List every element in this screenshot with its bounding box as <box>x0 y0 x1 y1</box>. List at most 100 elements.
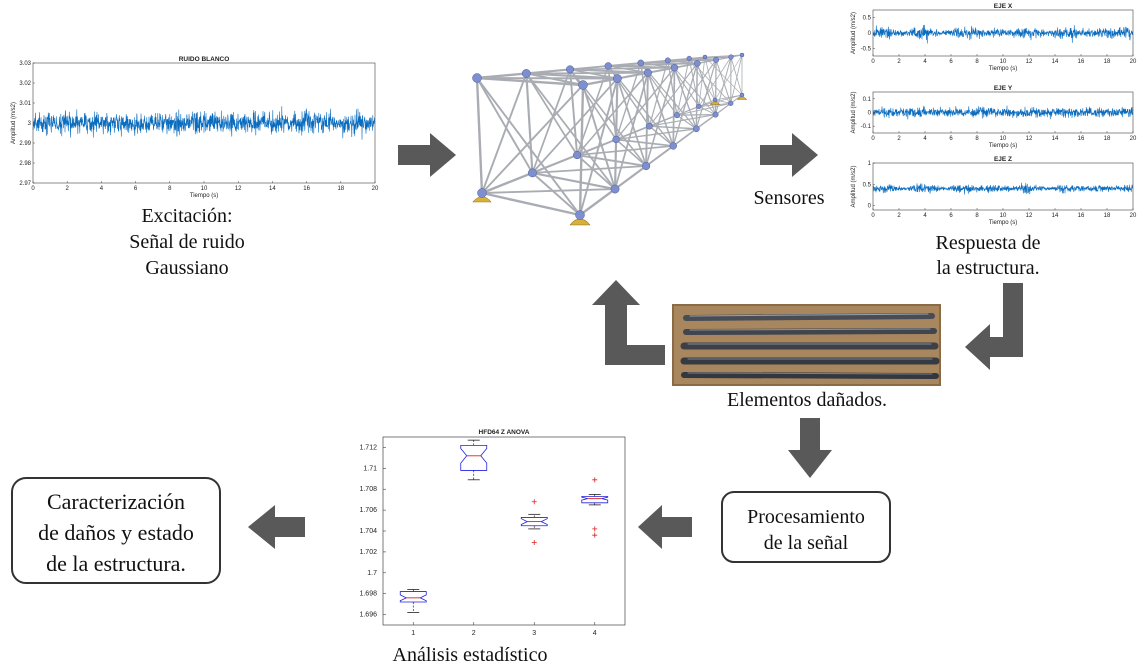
truss-bar <box>667 60 678 116</box>
caption: Análisis estadístico <box>393 644 548 666</box>
truss-bar <box>615 138 647 167</box>
truss-bar <box>531 172 581 216</box>
x-tick-label: 10 <box>201 186 208 192</box>
y-tick-label: -0.5 <box>861 46 872 52</box>
truss-bar <box>582 77 618 87</box>
truss-bar <box>526 72 584 86</box>
truss-bar <box>616 78 647 167</box>
truss-bar <box>615 67 676 140</box>
plot-title: HFD64 Z ANOVA <box>479 429 530 436</box>
y-axis-label: Amplitud (m/s2) <box>11 102 17 144</box>
truss-bar <box>531 69 571 174</box>
x-tick-label: 3 <box>532 630 536 637</box>
x-tick-label: 2 <box>897 59 901 65</box>
x-tick-label: 0 <box>871 59 875 65</box>
x-tick-label: 14 <box>1052 136 1059 142</box>
truss-node <box>669 142 677 150</box>
truss-bar <box>714 99 731 104</box>
y-tick-label: 0 <box>868 111 872 117</box>
x-tick-label: 4 <box>923 136 927 142</box>
caption: Señal de ruido <box>129 231 245 253</box>
truss-bar <box>615 138 674 147</box>
truss-node <box>712 111 719 118</box>
truss-bar <box>698 56 732 107</box>
x-axis-label: Tiempo (s) <box>190 193 218 199</box>
x-tick-label: 0 <box>31 186 35 192</box>
truss-bar <box>698 56 706 107</box>
truss-node <box>578 80 588 90</box>
y-axis-label: Amplitud (m/s2) <box>851 12 857 54</box>
support <box>569 218 591 226</box>
caption: Excitación: <box>141 205 232 227</box>
y-tick-label: 3.01 <box>19 101 31 107</box>
x-tick-label: 12 <box>235 186 242 192</box>
y-tick-label: 1.706 <box>359 507 377 514</box>
truss-bar <box>714 54 743 101</box>
truss-node <box>702 54 708 60</box>
truss-bar <box>576 154 616 190</box>
truss-bar <box>689 56 731 59</box>
arrow <box>638 505 692 549</box>
y-tick-label: 3 <box>28 121 32 127</box>
truss-bar <box>688 58 700 107</box>
truss-node <box>739 52 745 58</box>
y-tick-label: 0.5 <box>863 16 872 22</box>
x-tick-label: 8 <box>975 59 979 65</box>
y-tick-label: 1.704 <box>359 528 377 535</box>
truss-bar <box>615 125 650 141</box>
truss-bar <box>648 60 669 127</box>
truss-bar <box>577 145 674 156</box>
x-tick-label: 0 <box>871 213 875 219</box>
truss-bar <box>645 72 649 167</box>
y-tick-label: 0.5 <box>863 182 872 188</box>
truss-bar <box>525 72 578 156</box>
x-tick-label: 10 <box>1000 59 1007 65</box>
x-tick-label: 14 <box>1052 213 1059 219</box>
truss-node <box>713 56 720 63</box>
x-tick-label: 2 <box>897 213 901 219</box>
truss-node <box>696 103 702 110</box>
x-tick-label: 0 <box>871 136 875 142</box>
y-tick-label: 0 <box>868 204 872 210</box>
truss-node <box>573 151 582 160</box>
x-tick-label: 16 <box>303 186 310 192</box>
x-tick-label: 16 <box>1078 59 1085 65</box>
y-tick-label: 1.71 <box>363 465 377 472</box>
box <box>581 496 609 504</box>
truss-bar <box>481 73 528 194</box>
truss-bar <box>714 94 743 101</box>
signal <box>32 106 376 140</box>
x-tick-label: 8 <box>975 213 979 219</box>
x-tick-label: 8 <box>975 136 979 142</box>
y-axis-label: Amplitud (m/s2) <box>851 91 857 133</box>
y-tick-label: 1.696 <box>359 612 377 619</box>
truss-bar <box>676 114 697 130</box>
truss-node <box>472 73 482 83</box>
box-text: de la estructura. <box>46 551 186 576</box>
truss-bar <box>579 188 616 216</box>
x-tick-label: 8 <box>168 186 172 192</box>
truss-bar <box>676 58 690 116</box>
truss-node <box>566 65 575 74</box>
y-tick-label: 2.99 <box>19 141 31 147</box>
truss-node <box>670 64 679 72</box>
signal <box>872 105 1134 120</box>
truss-bar <box>614 165 647 190</box>
truss-bar <box>615 62 642 140</box>
x-tick-label: 2 <box>897 136 901 142</box>
truss-bar <box>648 125 674 147</box>
truss-bar <box>607 65 617 140</box>
x-tick-label: 1 <box>411 630 415 637</box>
truss-bar <box>672 128 697 147</box>
outlier <box>592 477 598 483</box>
y-tick-label: 0 <box>868 31 872 37</box>
x-tick-label: 14 <box>269 186 276 192</box>
truss-bar <box>481 84 584 194</box>
caption: Respuesta de <box>936 232 1041 254</box>
arrow <box>592 280 665 365</box>
truss-node <box>673 112 680 119</box>
arrow <box>965 283 1023 370</box>
x-tick-label: 10 <box>1000 213 1007 219</box>
x-tick-label: 6 <box>949 59 953 65</box>
x-tick-label: 2 <box>472 630 476 637</box>
